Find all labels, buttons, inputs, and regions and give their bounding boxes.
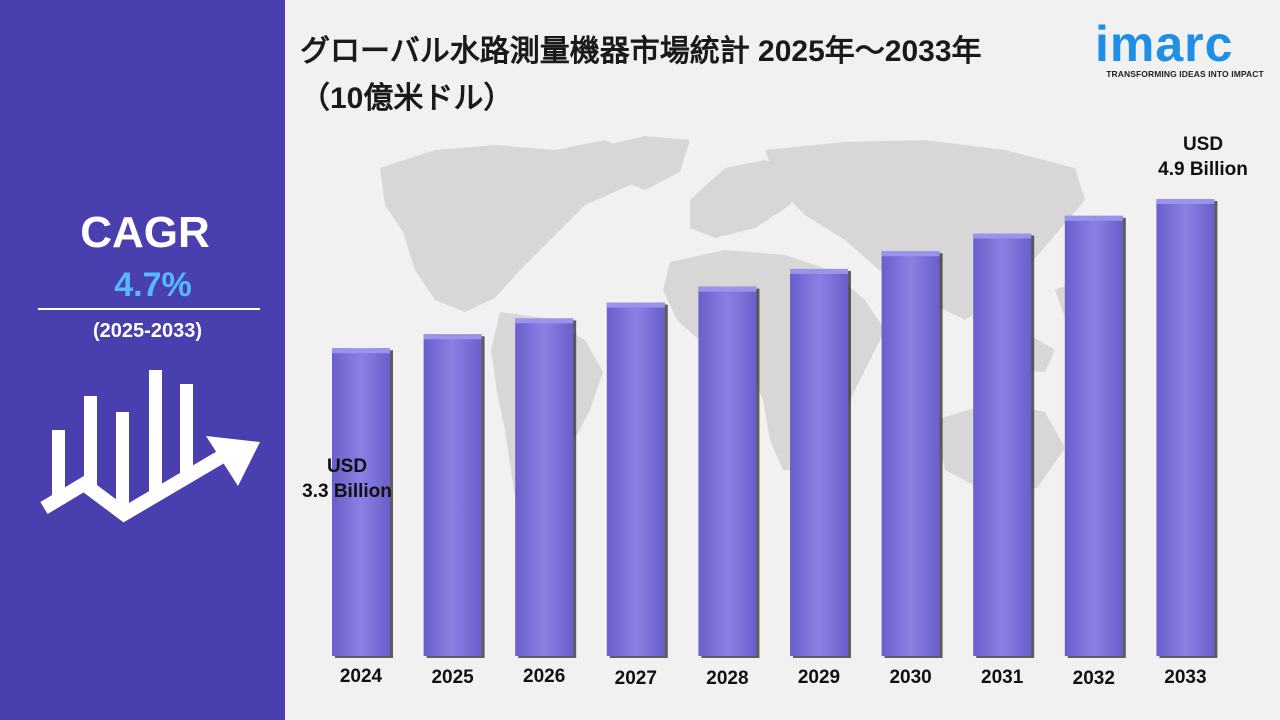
bar-2032 [1064, 215, 1123, 656]
cagr-period: (2025-2033) [93, 320, 202, 342]
sidebar-panel: CAGR 4.7% (2025-2033) [0, 0, 285, 720]
logo-wordmark: imarc [1095, 16, 1234, 72]
x-tick-label-2028: 2028 [706, 668, 748, 689]
end-annotation-amount: 4.9 Billion [1158, 159, 1248, 180]
bar-cap-2028 [698, 286, 757, 292]
bar-2026 [515, 318, 574, 656]
x-tick-label-2032: 2032 [1073, 668, 1115, 689]
bar-2025 [423, 334, 482, 656]
bar-cap-2033 [1156, 199, 1215, 204]
main-panel: グローバル水路測量機器市場統計 2025年〜2033年（10億米ドル） imar… [285, 0, 1280, 720]
bar-2029 [790, 268, 848, 656]
start-annotation-currency: USD [326, 456, 368, 477]
logo-tagline: TRANSFORMING IDEAS INTO IMPACT [1106, 69, 1264, 79]
x-tick-label-2029: 2029 [798, 667, 840, 688]
bar-cap-2029 [790, 268, 848, 274]
start-value-annotation: USD 3.3 Billion [277, 454, 417, 504]
bar-2024 [332, 348, 390, 656]
x-tick-label-2030: 2030 [889, 667, 931, 688]
bar-2031 [973, 233, 1032, 656]
x-tick-label-2033: 2033 [1164, 667, 1206, 688]
cagr-value: 4.7% [114, 266, 192, 304]
chart-title: グローバル水路測量機器市場統計 2025年〜2033年（10億米ドル） [300, 35, 982, 115]
bar-cap-2024 [332, 348, 390, 354]
bar-2030 [881, 251, 940, 656]
x-tick-label-2027: 2027 [615, 668, 657, 689]
bar-cap-2027 [606, 302, 665, 308]
x-tick-label-2024: 2024 [340, 666, 383, 687]
bar-chart: 2024 2025 2026 2027 2028 2029 2030 2031 2032 2033 [332, 199, 1218, 689]
x-tick-label-2025: 2025 [431, 667, 474, 688]
bar-2027 [606, 302, 665, 656]
imarc-logo: imarc TRANSFORMING IDEAS INTO IMPACT [1095, 6, 1275, 86]
end-value-annotation: USD 4.9 Billion [1133, 132, 1273, 182]
cagr-divider [38, 308, 260, 310]
bar-cap-2026 [515, 318, 574, 324]
bar-2033 [1156, 199, 1215, 656]
bar-cap-2032 [1064, 215, 1123, 221]
bar-cap-2025 [423, 334, 482, 340]
bar-2028 [698, 286, 757, 656]
x-tick-label-2026: 2026 [523, 666, 565, 687]
cagr-label: CAGR [80, 208, 210, 257]
start-annotation-amount: 3.3 Billion [302, 481, 392, 502]
bar-cap-2030 [881, 251, 940, 257]
x-tick-label-2031: 2031 [981, 667, 1024, 688]
end-annotation-currency: USD [1182, 134, 1224, 155]
bar-cap-2031 [973, 233, 1032, 239]
growth-chart-icon [40, 370, 260, 523]
